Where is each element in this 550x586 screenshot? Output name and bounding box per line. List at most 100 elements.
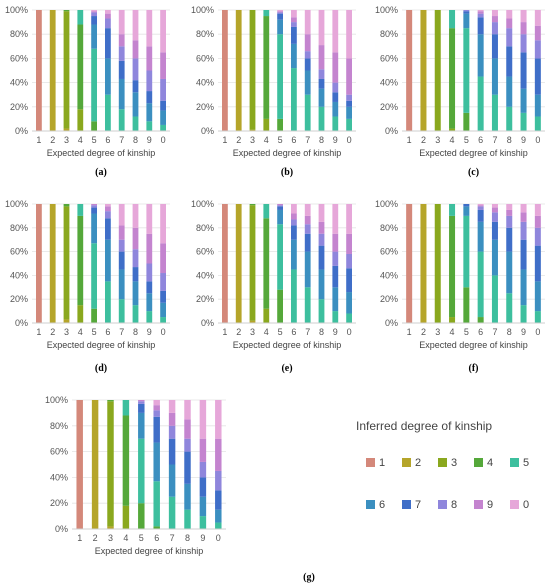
x-tick-label: 4 (78, 327, 83, 337)
y-tick-label: 20% (380, 294, 398, 304)
bar-segment-6-5 (477, 251, 484, 318)
bar-segment-9-0 (332, 10, 339, 53)
legend-label: 0 (523, 499, 529, 511)
bar-segment-8-7 (318, 245, 325, 270)
bar-segment-5-6 (277, 19, 283, 35)
x-tick-label: 9 (521, 135, 526, 145)
bar-segment-2-2 (235, 204, 242, 323)
legend-title: Inferred degree of kinship (356, 419, 492, 433)
bar-segment-0-9 (215, 438, 222, 471)
bar-segment-9-5 (520, 112, 527, 131)
legend-label: 1 (379, 457, 385, 469)
bar-segment-9-9 (146, 46, 153, 71)
x-tick-label: 1 (77, 533, 82, 543)
x-tick-label: 8 (507, 135, 512, 145)
bar-segment-9-6 (146, 293, 153, 312)
panel-label: (g) (303, 572, 315, 583)
legend-swatch (510, 458, 519, 467)
legend-item-6: 6 (366, 499, 385, 511)
legend-label: 6 (379, 499, 385, 511)
y-tick-label: 0% (201, 318, 214, 328)
x-axis-label: Expected degree of kinship (419, 148, 528, 158)
panel-label: (a) (95, 167, 107, 178)
bar-segment-0-5 (160, 124, 166, 131)
chart-panel-6: 0% 20% 40% 60% 80% 100% 1 2 3 4 5 6 7 8 9 0 Expected deg… (375, 199, 545, 374)
bar-segment-3-2 (63, 319, 70, 323)
bar-segment-8-6 (506, 76, 513, 107)
legend-label: 4 (487, 457, 493, 469)
legend-item-3: 3 (438, 457, 457, 469)
bar-segment-7-9 (304, 34, 311, 52)
bar-segment-2-2 (420, 10, 427, 131)
bar-segment-5-4 (277, 289, 283, 323)
bar-segment-7-8 (304, 51, 311, 59)
bar-segment-9-5 (146, 311, 153, 323)
bar-segment-0-8 (160, 78, 166, 101)
y-tick-label: 20% (10, 102, 28, 112)
bar-segment-4-4 (122, 415, 130, 506)
bar-segment-8-5 (132, 116, 139, 131)
bar-segment-8-8 (318, 233, 325, 246)
bar-segment-3-3 (63, 11, 70, 129)
x-tick-label: 2 (93, 533, 98, 543)
x-tick-label: 5 (464, 327, 469, 337)
bar-segment-8-5 (132, 305, 139, 323)
bar-segment-8-8 (506, 28, 513, 47)
chart-panel-1: 0% 20% 40% 60% 80% 100% 1 2 3 4 5 6 7 8 9 0 Expected deg… (5, 5, 170, 178)
bar-segment-8-6 (132, 92, 139, 117)
bar-segment-4-4 (263, 16, 270, 119)
bar-segment-0-6 (534, 281, 541, 312)
y-tick-label: 80% (196, 29, 214, 39)
x-tick-label: 9 (521, 327, 526, 337)
x-tick-label: 1 (407, 135, 412, 145)
bar-segment-9-9 (520, 22, 527, 35)
bar-segment-7-0 (304, 204, 311, 216)
x-tick-label: 7 (170, 533, 175, 543)
x-tick-label: 4 (123, 533, 128, 543)
bar-segment-0-0 (534, 204, 541, 216)
x-tick-label: 1 (36, 135, 41, 145)
bar-segment-7-8 (491, 212, 498, 222)
bar-segment-6-7 (105, 28, 111, 59)
bar-segment-8-5 (318, 106, 325, 131)
bar-segment-4-3 (449, 128, 456, 131)
x-tick-label: 4 (450, 135, 455, 145)
x-tick-label: 5 (92, 327, 97, 337)
legend-swatch (366, 458, 375, 467)
x-tick-label: 2 (50, 327, 55, 337)
y-tick-label: 100% (375, 5, 398, 15)
bar-segment-1-1 (222, 10, 228, 131)
bar-segment-5-7 (277, 13, 283, 20)
x-tick-label: 3 (64, 327, 69, 337)
x-tick-label: 3 (250, 135, 255, 145)
bar-segment-9-0 (146, 204, 153, 234)
bar-segment-7-6 (118, 78, 125, 110)
x-tick-label: 9 (147, 327, 152, 337)
y-tick-label: 100% (191, 199, 214, 209)
bar-segment-0-7 (534, 58, 541, 95)
bar-segment-5-0 (277, 10, 283, 12)
bar-segment-8-0 (132, 10, 139, 41)
bar-segment-8-7 (318, 78, 325, 89)
bar-segment-7-7 (168, 438, 176, 465)
bar-segment-7-9 (304, 215, 311, 225)
legend-label: 7 (415, 499, 421, 511)
bar-segment-8-6 (318, 269, 325, 300)
bar-segment-6-7 (477, 17, 484, 35)
bar-segment-7-5 (491, 94, 498, 131)
bar-segment-7-7 (304, 233, 311, 252)
x-tick-label: 2 (236, 327, 241, 337)
bar-segment-7-9 (491, 207, 498, 213)
x-tick-label: 6 (478, 135, 483, 145)
legend-swatch (366, 500, 375, 509)
x-tick-label: 0 (535, 135, 540, 145)
bar-segment-8-6 (506, 251, 513, 294)
bar-segment-5-6 (463, 13, 470, 29)
y-tick-label: 100% (5, 5, 28, 15)
bar-segment-5-7 (138, 403, 145, 413)
bar-segment-7-9 (491, 16, 498, 23)
bar-segment-5-6 (277, 209, 283, 225)
legend-label: 3 (451, 457, 457, 469)
bar-segment-7-5 (304, 287, 311, 323)
bar-segment-9-6 (199, 496, 207, 517)
